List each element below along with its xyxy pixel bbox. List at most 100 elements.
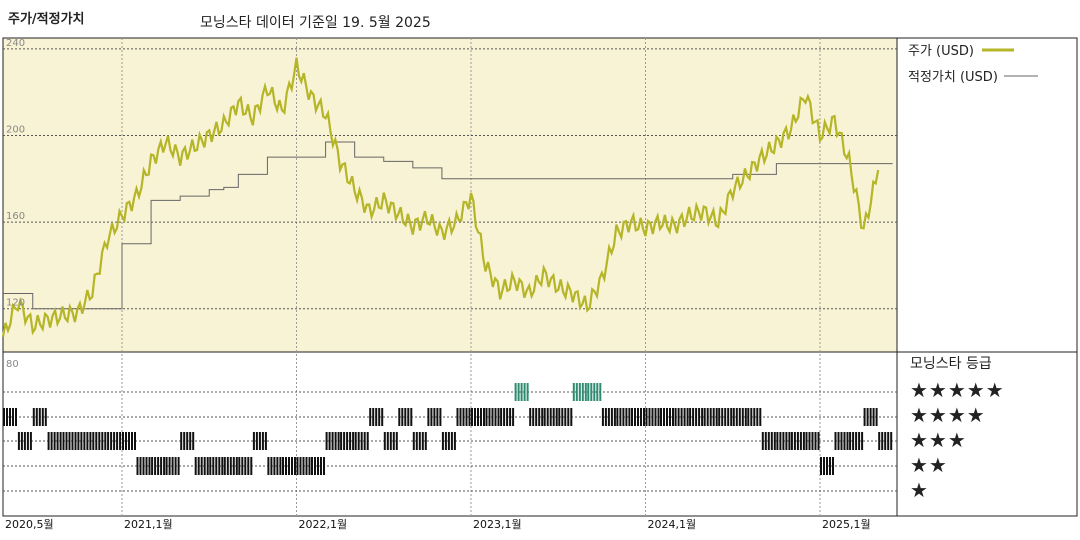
rating-mark bbox=[692, 408, 695, 426]
rating-mark bbox=[407, 408, 410, 426]
chart-frame bbox=[2, 37, 1078, 517]
rating-mark bbox=[421, 432, 424, 450]
rating-mark bbox=[32, 408, 35, 426]
rating-mark bbox=[433, 408, 436, 426]
rating-mark bbox=[113, 432, 116, 450]
rating-mark bbox=[485, 408, 488, 426]
rating-mark bbox=[3, 408, 5, 426]
rating-mark bbox=[194, 457, 197, 475]
rating-mark bbox=[110, 432, 113, 450]
rating-mark bbox=[392, 432, 395, 450]
rating-mark bbox=[575, 383, 578, 401]
rating-mark bbox=[35, 408, 38, 426]
rating-mark bbox=[56, 432, 59, 450]
rating-mark bbox=[837, 432, 840, 450]
rating-mark bbox=[785, 432, 788, 450]
rating-mark bbox=[706, 408, 709, 426]
rating-mark bbox=[328, 432, 331, 450]
rating-mark bbox=[811, 432, 814, 450]
rating-mark bbox=[372, 408, 375, 426]
rating-mark bbox=[171, 457, 174, 475]
rating-mark bbox=[657, 408, 660, 426]
rating-mark bbox=[779, 432, 782, 450]
rating-row-2-stars: ★★ bbox=[910, 453, 948, 477]
rating-mark bbox=[761, 432, 764, 450]
rating-mark bbox=[604, 408, 607, 426]
rating-mark bbox=[488, 408, 491, 426]
rating-mark bbox=[477, 408, 479, 426]
rating-mark bbox=[383, 432, 386, 450]
rating-mark bbox=[651, 408, 654, 426]
legend-fair-value-label: 적정가치 (USD) bbox=[908, 70, 998, 85]
rating-mark bbox=[104, 432, 107, 450]
rating-mark bbox=[125, 432, 127, 450]
rating-mark bbox=[53, 432, 56, 450]
rating-mark bbox=[163, 457, 166, 475]
rating-mark bbox=[424, 432, 427, 450]
rating-mark bbox=[218, 457, 221, 475]
rating-mark bbox=[654, 408, 657, 426]
rating-mark bbox=[759, 408, 762, 426]
rating-mark bbox=[666, 408, 668, 426]
rating-mark bbox=[375, 408, 378, 426]
rating-mark bbox=[640, 408, 642, 426]
rating-mark bbox=[468, 408, 471, 426]
rating-mark bbox=[741, 408, 744, 426]
rating-mark bbox=[12, 408, 14, 426]
rating-mark bbox=[119, 432, 122, 450]
rating-mark bbox=[567, 408, 570, 426]
rating-mark bbox=[294, 457, 296, 475]
rating-mark bbox=[200, 457, 203, 475]
legend-fair-value: 적정가치 (USD) bbox=[908, 66, 1040, 85]
rating-mark bbox=[74, 432, 77, 450]
rating-mark bbox=[299, 457, 302, 475]
rating-mark bbox=[735, 408, 738, 426]
rating-mark bbox=[128, 432, 130, 450]
rating-mark bbox=[95, 432, 98, 450]
rating-mark bbox=[683, 408, 686, 426]
y-tick-label: 120 bbox=[6, 298, 25, 309]
rating-mark bbox=[276, 457, 279, 475]
rating-mark bbox=[773, 432, 776, 450]
y-tick-label: 240 bbox=[6, 38, 25, 49]
rating-mark bbox=[782, 432, 785, 450]
rating-mark bbox=[17, 432, 20, 450]
rating-mark bbox=[386, 432, 389, 450]
rating-row-3-stars: ★★★ bbox=[910, 428, 967, 452]
rating-mark bbox=[337, 432, 340, 450]
y-tick-label: 160 bbox=[6, 211, 25, 222]
rating-mark bbox=[412, 432, 415, 450]
rating-mark bbox=[267, 457, 270, 475]
rating-mark bbox=[834, 432, 837, 450]
rating-mark bbox=[849, 432, 852, 450]
rating-mark bbox=[520, 383, 523, 401]
rating-mark bbox=[50, 432, 53, 450]
rating-mark bbox=[703, 408, 706, 426]
rating-mark bbox=[369, 408, 372, 426]
rating-mark bbox=[887, 432, 890, 450]
rating-mark bbox=[587, 383, 590, 401]
rating-mark bbox=[441, 432, 444, 450]
rating-mark bbox=[526, 383, 529, 401]
rating-mark bbox=[855, 432, 858, 450]
rating-mark bbox=[311, 457, 313, 475]
rating-mark bbox=[788, 432, 791, 450]
rating-mark bbox=[343, 432, 346, 450]
rating-mark bbox=[753, 408, 756, 426]
rating-mark bbox=[660, 408, 662, 426]
rating-mark bbox=[9, 408, 11, 426]
rating-mark bbox=[136, 457, 139, 475]
rating-mark bbox=[252, 432, 255, 450]
rating-mark bbox=[622, 408, 625, 426]
legend-price-swatch bbox=[981, 48, 1014, 51]
rating-mark bbox=[712, 408, 715, 426]
rating-mark bbox=[323, 457, 325, 475]
rating-mark bbox=[296, 457, 299, 475]
rating-mark bbox=[157, 457, 160, 475]
rating-mark bbox=[802, 432, 805, 450]
rating-mark bbox=[596, 383, 599, 401]
rating-mark bbox=[450, 432, 453, 450]
rating-mark bbox=[71, 432, 74, 450]
rating-mark bbox=[247, 457, 250, 475]
rating-mark bbox=[869, 408, 872, 426]
